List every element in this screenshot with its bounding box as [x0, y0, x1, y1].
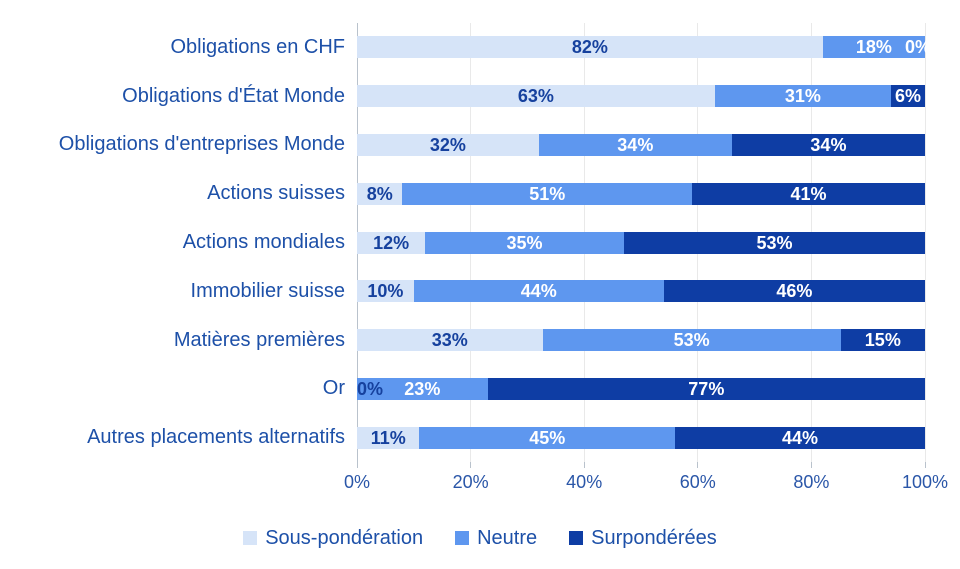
value-label: 32% [429, 134, 466, 155]
value-label: 34% [810, 134, 847, 155]
value-label: 11% [370, 427, 406, 448]
bar-row: 10% 44% 46% [357, 280, 925, 303]
category-label: Actions suisses [207, 182, 345, 205]
tick-label: 20% [452, 472, 489, 492]
bar-segment [890, 85, 925, 108]
legend: Sous-pondération Neutre Surpondérées [0, 521, 960, 555]
bar-segment [357, 377, 488, 400]
value-label: 34% [617, 134, 654, 155]
bar-segment [538, 133, 732, 156]
bar-row: 32% 34% 34% [357, 133, 925, 156]
value-label: 77% [688, 378, 725, 399]
category-label: Obligations en CHF [170, 35, 345, 58]
tick-mark [583, 462, 585, 468]
bar-segment [840, 329, 925, 352]
bar-segment [692, 182, 925, 205]
category-label: Immobilier suisse [190, 279, 345, 302]
value-label: 23% [404, 378, 441, 399]
category-label: Autres placements alternatifs [87, 426, 345, 449]
bar-segment [419, 426, 676, 449]
bar-segment [623, 231, 925, 254]
value-label: 63% [517, 86, 554, 107]
bar-segment [487, 377, 925, 400]
value-label: 44% [782, 427, 819, 448]
tick-mark [356, 462, 358, 468]
value-label: 35% [506, 232, 543, 253]
bar-segment [357, 280, 414, 303]
bar-segment [425, 231, 624, 254]
value-label: 82% [571, 37, 608, 58]
value-label: 46% [776, 281, 813, 302]
bar-segment [357, 426, 420, 449]
legend-label: Surpondérées [591, 526, 717, 549]
bar-segment [357, 182, 403, 205]
tick-mark [810, 462, 812, 468]
bar-row: 63% 31% 6% [357, 85, 925, 108]
tick-label: 80% [793, 472, 830, 492]
value-label: 53% [756, 232, 793, 253]
tick-label: 60% [679, 472, 716, 492]
legend-item: Surpondérées [569, 527, 717, 550]
value-label: 0% [357, 378, 384, 399]
bar-segment [714, 85, 891, 108]
tick-label: 0% [343, 472, 371, 492]
bar-segment [357, 329, 543, 352]
bar-segment [413, 280, 664, 303]
tick-label: 100% [901, 472, 949, 492]
tick-mark [697, 462, 699, 468]
bar-row: 11% 45% 44% [357, 426, 925, 449]
bar-segment [675, 426, 925, 449]
bar-row: 0% 23% 77% [357, 377, 925, 400]
value-label: 31% [784, 86, 821, 107]
value-label: 45% [529, 427, 566, 448]
tick-mark [470, 462, 472, 468]
bar-row: 8% 51% 41% [357, 182, 925, 205]
value-label: 51% [529, 183, 566, 204]
bar-segment [357, 133, 539, 156]
value-label: 0% [904, 37, 931, 58]
legend-item: Sous-pondération [243, 527, 423, 550]
bar-segment [822, 36, 925, 59]
bar-segment [357, 85, 715, 108]
legend-swatch [243, 531, 258, 545]
gridline [924, 23, 926, 462]
bar-segment [357, 231, 426, 254]
legend-label: Neutre [477, 526, 538, 549]
value-label: 8% [366, 183, 393, 204]
bar-segment [731, 133, 925, 156]
category-label: Obligations d'entreprises Monde [58, 133, 345, 156]
bar-row: 33% 53% 15% [357, 329, 925, 352]
bar-row: 82% 18% 0% [357, 36, 931, 59]
value-label: 53% [673, 330, 710, 351]
value-label: 6% [894, 86, 921, 107]
plot-area: 82% 18% 0% 63% 31% 6% 32% 34% 34% 8% 51% 41% 12% 35% 5… [356, 23, 931, 462]
value-label: 41% [790, 183, 827, 204]
category-label: Or [322, 377, 345, 400]
value-label: 12% [373, 232, 410, 253]
legend-swatch [455, 531, 470, 545]
value-label: 18% [855, 37, 892, 58]
bar-segment [402, 182, 693, 205]
x-axis: 0% 20% 40% 60% 80% 100% [344, 462, 948, 496]
legend-label: Sous-pondération [265, 526, 424, 549]
bar-segment [663, 280, 925, 303]
tick-mark [924, 462, 926, 468]
bar-segment [357, 36, 823, 59]
bar-row: 12% 35% 53% [357, 231, 925, 254]
category-label: Matières premières [173, 328, 345, 351]
category-label: Actions mondiales [182, 230, 345, 253]
bar-segment [542, 329, 841, 352]
category-label: Obligations d'État Monde [122, 84, 345, 107]
value-label: 33% [431, 330, 468, 351]
value-label: 44% [520, 281, 557, 302]
value-label: 10% [367, 281, 404, 302]
value-label: 15% [864, 330, 901, 351]
legend-swatch [569, 531, 584, 545]
legend-item: Neutre [455, 527, 537, 550]
tick-label: 40% [566, 472, 603, 492]
